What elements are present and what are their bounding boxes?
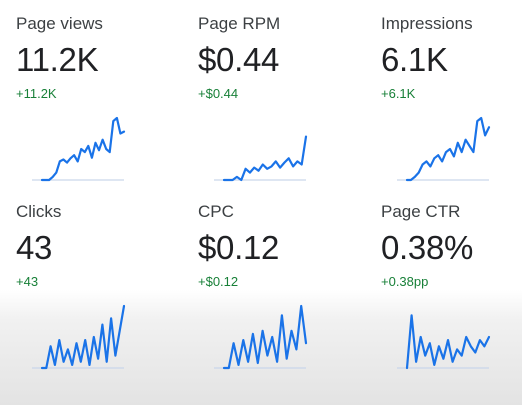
metric-card-impressions[interactable]: Impressions 6.1K +6.1K [381,14,522,204]
sparkline-chart [32,116,126,182]
sparkline-series [222,304,308,370]
sparkline-series [222,135,308,182]
metric-label: Clicks [16,202,62,221]
sparkline-chart [214,304,308,370]
sparkline-chart [397,314,491,370]
metric-card-page-views[interactable]: Page views 11.2K +11.2K [16,14,166,204]
sparkline-chart [214,135,308,182]
metric-label: Impressions [381,14,473,33]
metric-value: 0.38% [381,229,474,266]
metric-label: Page RPM [198,14,281,33]
metric-card-clicks[interactable]: Clicks 43 +43 [16,202,166,392]
metric-value: 11.2K [16,41,99,78]
metric-delta: +43 [16,274,39,289]
metric-value: $0.44 [198,41,280,78]
metric-delta: +11.2K [16,86,57,101]
sparkline-chart [397,116,491,182]
metric-value: $0.12 [198,229,280,266]
sparkline-series [405,314,491,370]
metric-delta: +0.38pp [381,274,429,289]
sparkline-series [405,116,491,182]
metric-delta: +$0.44 [198,86,239,101]
metric-value: 6.1K [381,41,448,78]
sparkline-series [40,304,126,370]
metric-card-page-rpm[interactable]: Page RPM $0.44 +$0.44 [198,14,348,204]
metric-card-page-ctr[interactable]: Page CTR 0.38% +0.38pp [381,202,522,392]
metric-value: 43 [16,229,53,266]
sparkline-chart [32,304,126,370]
metric-label: Page CTR [381,202,461,221]
metric-delta: +$0.12 [198,274,239,289]
sparkline-series [40,116,126,182]
metric-card-cpc[interactable]: CPC $0.12 +$0.12 [198,202,348,392]
metric-label: CPC [198,202,234,221]
metric-delta: +6.1K [381,86,416,101]
metric-label: Page views [16,14,103,33]
